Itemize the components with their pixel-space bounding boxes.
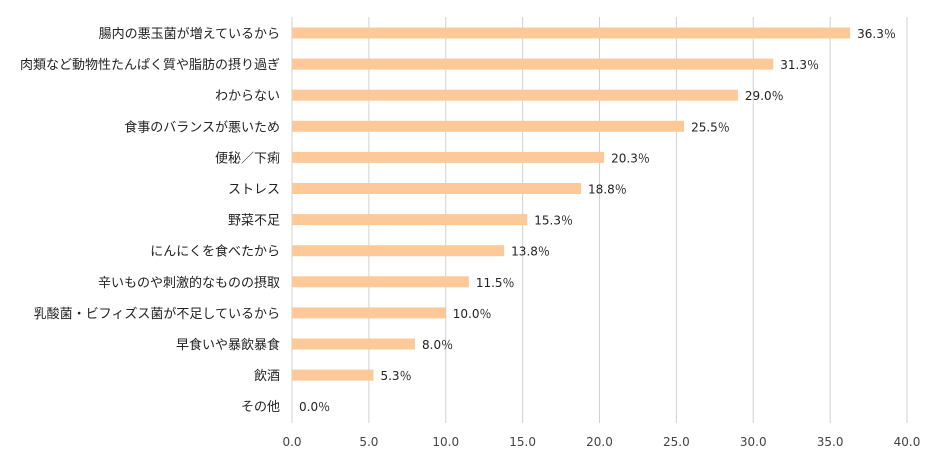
category-label: 便秘／下痢	[215, 150, 280, 166]
category-label: 辛いものや刺激的なものの摂取	[98, 275, 280, 291]
bar	[292, 58, 774, 70]
bar	[292, 183, 582, 194]
data-label: 29.0％	[745, 89, 784, 103]
x-tick-label: 40.0	[894, 435, 921, 449]
category-label: 早食いや暴飲暴食	[176, 337, 280, 353]
category-label: わからない	[215, 89, 280, 104]
category-label: にんにくを食べたから	[150, 244, 280, 260]
x-tick-label: 20.0	[586, 435, 613, 449]
data-label: 31.3％	[780, 58, 819, 72]
data-label: 13.8％	[511, 245, 550, 259]
data-label: 11.5％	[476, 276, 515, 290]
x-tick-label: 10.0	[432, 435, 459, 449]
x-tick-label: 35.0	[817, 435, 844, 449]
category-label: 飲酒	[254, 368, 280, 384]
category-label: 乳酸菌・ビフィズス菌が不足しているから	[34, 306, 280, 322]
x-tick-label: 15.0	[509, 435, 536, 449]
bar	[292, 307, 446, 319]
category-labels: 腸内の悪玉菌が増えているから肉類など動物性たんぱく質や脂肪の摂り過ぎわからない食…	[20, 26, 280, 415]
x-tick-label: 25.0	[663, 435, 690, 449]
category-label: 肉類など動物性たんぱく質や脂肪の摂り過ぎ	[20, 57, 280, 73]
category-label: 食事のバランスが悪いため	[124, 119, 280, 135]
data-label: 10.0％	[453, 307, 492, 321]
category-label: 野菜不足	[228, 214, 280, 229]
bar	[292, 27, 851, 39]
data-label: 25.5％	[691, 120, 730, 134]
bar	[292, 214, 528, 226]
bar	[292, 245, 505, 257]
data-labels: 36.3％ 31.3％ 29.0％ 25.5％ 20.3％ 18.8％ 15.3％ 13.8％…	[299, 27, 896, 414]
category-label: その他	[241, 400, 280, 415]
bar	[292, 369, 374, 381]
data-label: 8.0％	[422, 338, 453, 352]
category-label: 腸内の悪玉菌が増えているから	[99, 26, 280, 42]
bar	[292, 151, 605, 163]
category-label: ストレス	[228, 183, 280, 198]
bar	[292, 338, 415, 350]
data-label: 36.3％	[857, 27, 896, 41]
bar	[292, 89, 738, 101]
data-label: 18.8％	[588, 183, 627, 197]
bar	[292, 120, 685, 132]
x-axis-tick-labels: 0.0 5.0 10.0 15.0 20.0 25.0 30.0 35.0 40.0	[282, 435, 920, 449]
bar	[292, 276, 469, 288]
x-tick-label: 5.0	[359, 435, 378, 449]
data-label: 15.3％	[534, 214, 573, 228]
x-tick-label: 30.0	[740, 435, 767, 449]
data-label: 5.3％	[380, 369, 411, 383]
data-label: 20.3％	[611, 151, 650, 165]
x-tick-label: 0.0	[282, 435, 301, 449]
grid-layer	[291, 17, 908, 423]
data-label: 0.0％	[299, 400, 330, 414]
bar-layer	[292, 27, 851, 381]
